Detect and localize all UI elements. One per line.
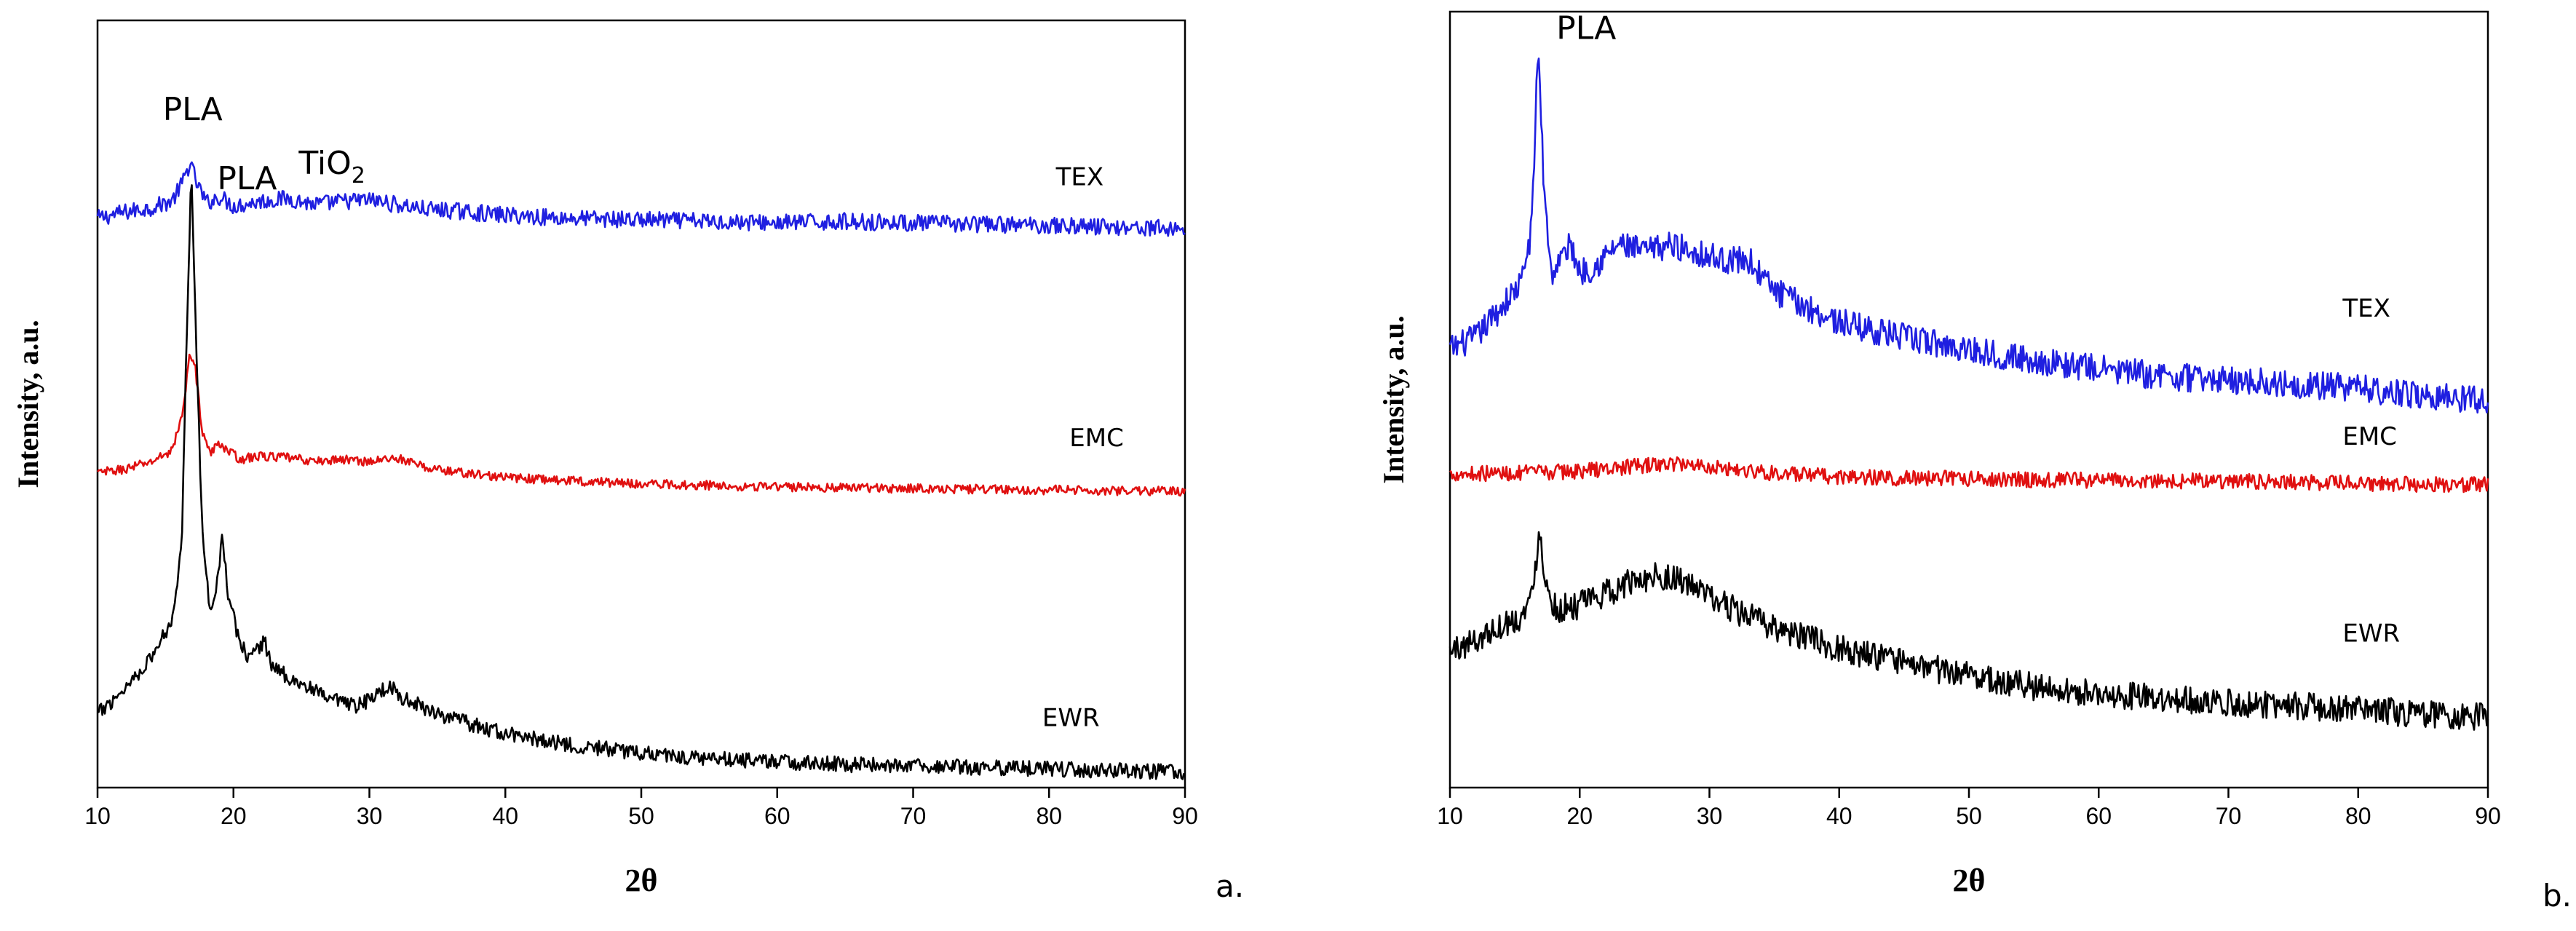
chart-panel-b: 10 20 30 40 50 60 70 80 90 2θ Intensity, a.u. TEX EM…: [1377, 9, 2572, 914]
y-axis-title: Intensity, a.u.: [12, 320, 44, 488]
plot-frame: [96, 19, 1186, 789]
peak-annotation: PLA: [1556, 9, 1616, 47]
x-tick-label: 10: [1437, 803, 1463, 829]
x-tick-label: 80: [1036, 803, 1062, 829]
series-emc-line: [1449, 456, 2489, 494]
curve-label-emc: EMC: [1069, 424, 1124, 453]
curve-label-ewr: EWR: [1042, 704, 1100, 733]
x-tick-label: 30: [1697, 803, 1723, 829]
curve-label-emc: EMC: [2342, 422, 2397, 451]
curve-label-tex: TEX: [1055, 163, 1104, 192]
chart-panel-a: 10 20 30 40 50 60 70 80 90 2θ Intensity, a.u. TEX EM…: [12, 19, 1244, 904]
x-tick-label: 90: [2475, 803, 2501, 829]
x-tick-label: 40: [1826, 803, 1852, 829]
series-ewr-line: [97, 184, 1186, 780]
series-tex-line: [96, 161, 1186, 237]
x-tick-label: 60: [764, 803, 790, 829]
x-tick-label: 50: [1956, 803, 1982, 829]
x-tick-label: 30: [357, 803, 383, 829]
panel-label: b.: [2543, 878, 2572, 914]
x-tick-label: 50: [628, 803, 654, 829]
peak-annotation: PLA: [163, 91, 223, 128]
panel-label: a.: [1216, 868, 1244, 904]
peak-annotation: TiO2: [298, 145, 365, 189]
x-tick-label: 10: [84, 803, 111, 829]
peak-annotation: PLA: [217, 160, 277, 197]
x-tick-label: 20: [1566, 803, 1593, 829]
series-emc-line: [96, 353, 1186, 497]
x-tick-label: 70: [900, 803, 927, 829]
series-tex-line: [1448, 58, 2489, 414]
x-tick-label: 90: [1172, 803, 1198, 829]
series-ewr-line: [1448, 531, 2489, 731]
x-tick-label: 70: [2216, 803, 2242, 829]
x-tick-label: 80: [2345, 803, 2371, 829]
curve-label-tex: TEX: [2342, 294, 2390, 323]
y-axis-title: Intensity, a.u.: [1377, 315, 1410, 483]
curve-label-ewr: EWR: [2342, 619, 2400, 649]
x-axis-title: 2θ: [625, 863, 658, 898]
x-tick-label: 40: [492, 803, 518, 829]
x-axis-title: 2θ: [1953, 863, 1986, 898]
x-tick-label: 60: [2085, 803, 2112, 829]
x-tick-label: 20: [221, 803, 247, 829]
